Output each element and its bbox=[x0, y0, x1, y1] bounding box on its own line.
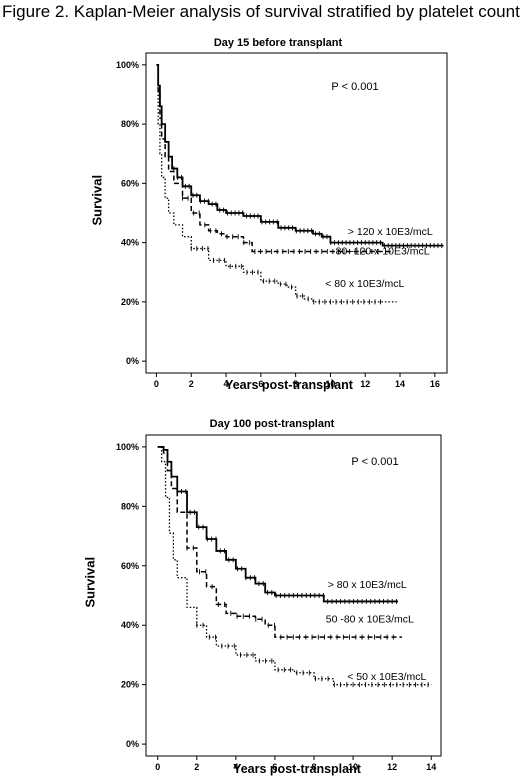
series-label: > 80 x 10E3/mcL bbox=[328, 579, 407, 591]
x-tick-label: 0 bbox=[155, 762, 160, 772]
series-line-dashed bbox=[156, 64, 392, 253]
x-tick-label: 12 bbox=[360, 379, 370, 389]
series-label: < 50 x 10E3/mcL bbox=[347, 671, 426, 683]
y-tick-label: 80% bbox=[121, 119, 139, 129]
x-tick-label: 14 bbox=[426, 762, 436, 772]
series-label: > 120 x 10E3/mcL bbox=[348, 226, 433, 238]
y-tick-label: 20% bbox=[121, 680, 139, 690]
p-value-annotation: P < 0.001 bbox=[331, 81, 378, 93]
x-tick-label: 6 bbox=[258, 379, 263, 389]
series-label: 80 -120 x 10E3/mcL bbox=[336, 245, 430, 257]
y-tick-label: 0% bbox=[126, 739, 139, 749]
x-tick-label: 10 bbox=[325, 379, 335, 389]
x-tick-label: 10 bbox=[348, 762, 358, 772]
x-tick-label: 14 bbox=[395, 379, 405, 389]
series-line-dotted bbox=[156, 64, 397, 303]
figure-title: Figure 2. Kaplan-Meier analysis of survi… bbox=[2, 2, 520, 21]
y-tick-label: 60% bbox=[121, 561, 139, 571]
series-label: 50 -80 x 10E3/mcL bbox=[326, 613, 414, 625]
series-label: < 80 x 10E3/mcL bbox=[325, 278, 404, 290]
censor-marks-dashed bbox=[186, 545, 394, 640]
censor-marks-dotted bbox=[196, 622, 429, 688]
y-tick-label: 100% bbox=[116, 442, 139, 452]
x-tick-label: 2 bbox=[189, 379, 194, 389]
x-tick-label: 4 bbox=[233, 762, 238, 772]
series-line-dashed bbox=[157, 446, 402, 638]
censor-marks-dotted bbox=[190, 246, 381, 305]
x-tick-label: 16 bbox=[430, 379, 440, 389]
panel-1-x-axis-label: Years post-transplant bbox=[225, 378, 353, 392]
x-tick-label: 2 bbox=[194, 762, 199, 772]
series-line-dotted bbox=[157, 446, 432, 686]
censor-marks-solid bbox=[173, 166, 443, 249]
plot-frame bbox=[145, 434, 442, 757]
y-tick-label: 20% bbox=[121, 297, 139, 307]
censor-marks-dashed bbox=[182, 195, 378, 255]
y-tick-label: 0% bbox=[126, 356, 139, 366]
p-value-annotation: P < 0.001 bbox=[351, 456, 398, 468]
y-tick-label: 80% bbox=[121, 501, 139, 511]
panel-1-title: Day 15 before transplant bbox=[213, 37, 343, 49]
y-tick-label: 60% bbox=[121, 178, 139, 188]
x-tick-label: 8 bbox=[293, 379, 298, 389]
plot-frame bbox=[145, 52, 448, 374]
x-tick-label: 0 bbox=[154, 379, 159, 389]
x-tick-label: 4 bbox=[224, 379, 229, 389]
x-tick-label: 8 bbox=[312, 762, 317, 772]
y-tick-label: 40% bbox=[121, 620, 139, 630]
x-tick-label: 12 bbox=[387, 762, 397, 772]
y-tick-label: 100% bbox=[116, 60, 139, 70]
panel-2-title: Day 100 post-transplant bbox=[209, 418, 335, 430]
panel-2-x-axis-label: Years post-transplant bbox=[233, 762, 361, 776]
x-tick-label: 6 bbox=[272, 762, 277, 772]
y-tick-label: 40% bbox=[121, 238, 139, 248]
